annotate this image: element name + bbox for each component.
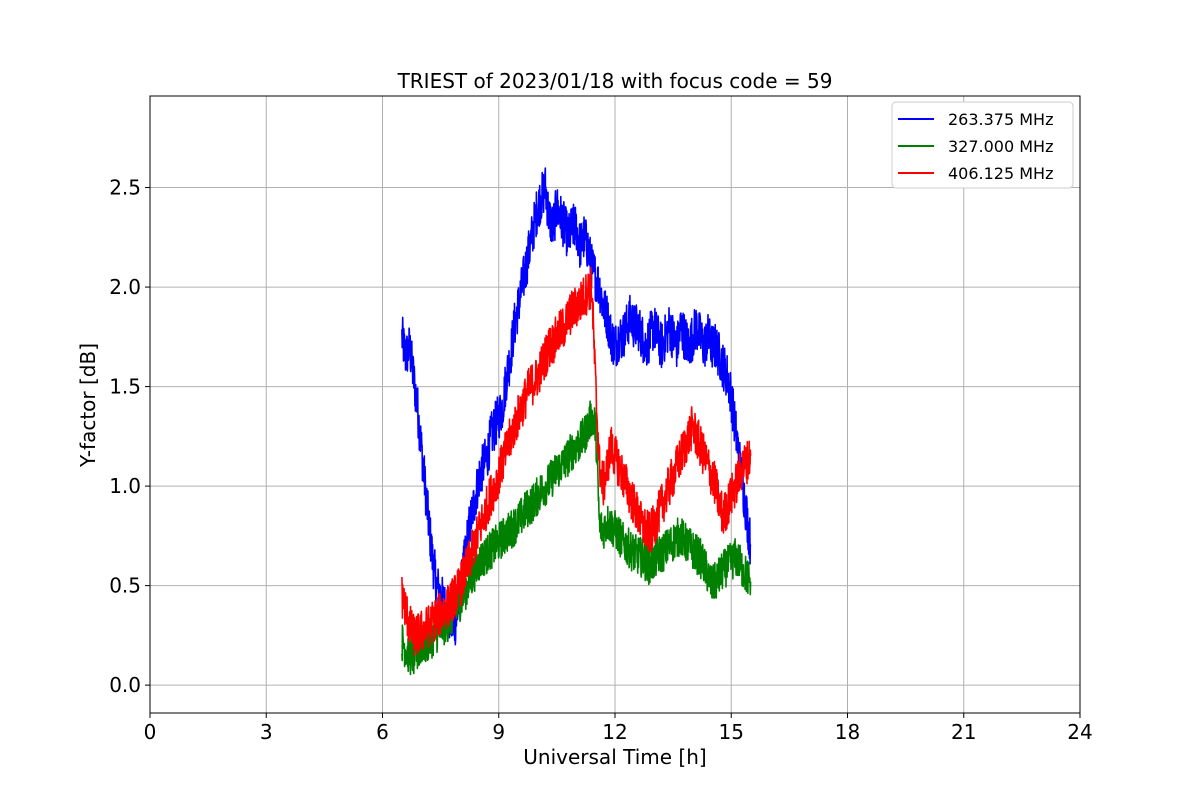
legend-label-327: 327.000 MHz [948, 137, 1053, 156]
y-axis-label: Y-factor [dB] [76, 343, 100, 468]
axis-ticks: 0 3 6 9 12 15 18 21 24 0.0 0.5 1.0 1.5 2.0 2.5 [109, 176, 1093, 744]
x-tick-label: 15 [719, 720, 744, 744]
grid-lines [149, 96, 1081, 713]
legend: 263.375 MHz 327.000 MHz 406.125 MHz [891, 101, 1074, 189]
x-tick-label: 6 [376, 720, 389, 744]
y-tick-label: 1.5 [109, 375, 141, 399]
x-tick-label: 18 [835, 720, 860, 744]
legend-label-263: 263.375 MHz [948, 110, 1053, 129]
x-tick-label: 24 [1067, 720, 1092, 744]
x-tick-label: 3 [260, 720, 273, 744]
x-axis-label: Universal Time [h] [523, 745, 706, 769]
x-tick-label: 21 [951, 720, 976, 744]
legend-box [891, 101, 1074, 189]
x-tick-label: 12 [602, 720, 627, 744]
y-tick-label: 1.0 [109, 474, 141, 498]
series-line-2 [401, 266, 752, 657]
series-lines [401, 167, 752, 676]
y-tick-label: 2.5 [109, 176, 141, 200]
series-line-1 [401, 400, 752, 676]
y-tick-label: 2.0 [109, 275, 141, 299]
y-tick-label: 0.0 [109, 673, 141, 697]
chart-title: TRIEST of 2023/01/18 with focus code = 5… [397, 69, 833, 93]
legend-label-406: 406.125 MHz [948, 164, 1053, 183]
y-tick-label: 0.5 [109, 574, 141, 598]
x-tick-label: 0 [144, 720, 157, 744]
x-tick-label: 9 [492, 720, 505, 744]
